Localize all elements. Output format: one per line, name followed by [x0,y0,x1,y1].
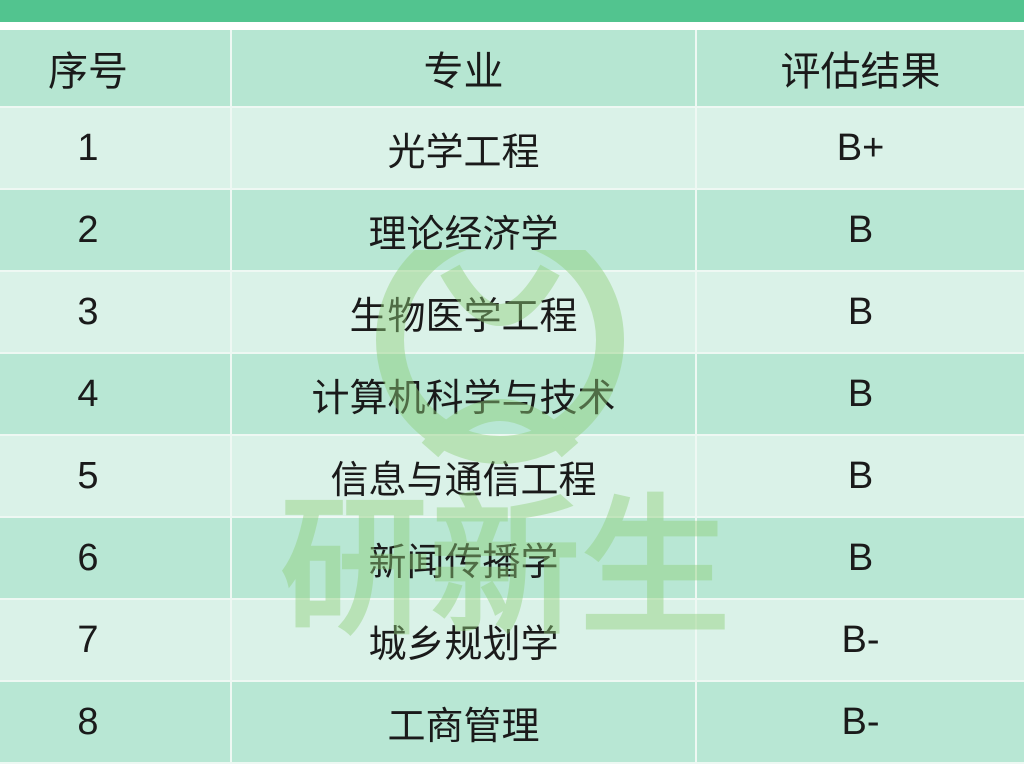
table-row: 5 信息与通信工程 B [0,436,1024,518]
row-major: 信息与通信工程 [230,436,697,516]
row-index: 7 [77,618,99,661]
top-bar [0,0,1024,22]
table-row: 6 新闻传播学 B [0,518,1024,600]
evaluation-table: 序号 专业 评估结果 1 光学工程 B+ 2 理论经济学 B 3 生物医学工程 B 4 计算机科学与… [0,30,1024,764]
row-result: B+ [836,126,885,169]
row-index: 6 [77,536,99,579]
header-index: 序号 [48,50,128,94]
row-major: 新闻传播学 [230,518,697,598]
table-row: 7 城乡规划学 B- [0,600,1024,682]
table-row: 1 光学工程 B+ [0,108,1024,190]
header-major: 专业 [230,30,697,106]
header-result: 评估结果 [780,50,941,94]
table-row: 8 工商管理 B- [0,682,1024,764]
row-major: 计算机科学与技术 [230,354,697,434]
row-result: B [847,372,874,415]
table-row: 2 理论经济学 B [0,190,1024,272]
row-result: B [847,454,874,497]
row-index: 5 [77,454,99,497]
row-index: 3 [77,290,99,333]
row-result: B- [841,700,880,743]
row-result: B [847,536,874,579]
table-row: 4 计算机科学与技术 B [0,354,1024,436]
row-index: 1 [77,126,99,169]
row-major: 理论经济学 [230,190,697,270]
row-result: B [847,290,874,333]
table-header: 序号 专业 评估结果 [0,30,1024,108]
row-index: 4 [77,372,99,415]
row-major: 光学工程 [230,108,697,188]
row-result: B- [841,618,880,661]
row-major: 城乡规划学 [230,600,697,680]
row-major: 生物医学工程 [230,272,697,352]
table-row: 3 生物医学工程 B [0,272,1024,354]
row-major: 工商管理 [230,682,697,762]
row-result: B [847,208,874,251]
row-index: 2 [77,208,99,251]
row-index: 8 [77,700,99,743]
